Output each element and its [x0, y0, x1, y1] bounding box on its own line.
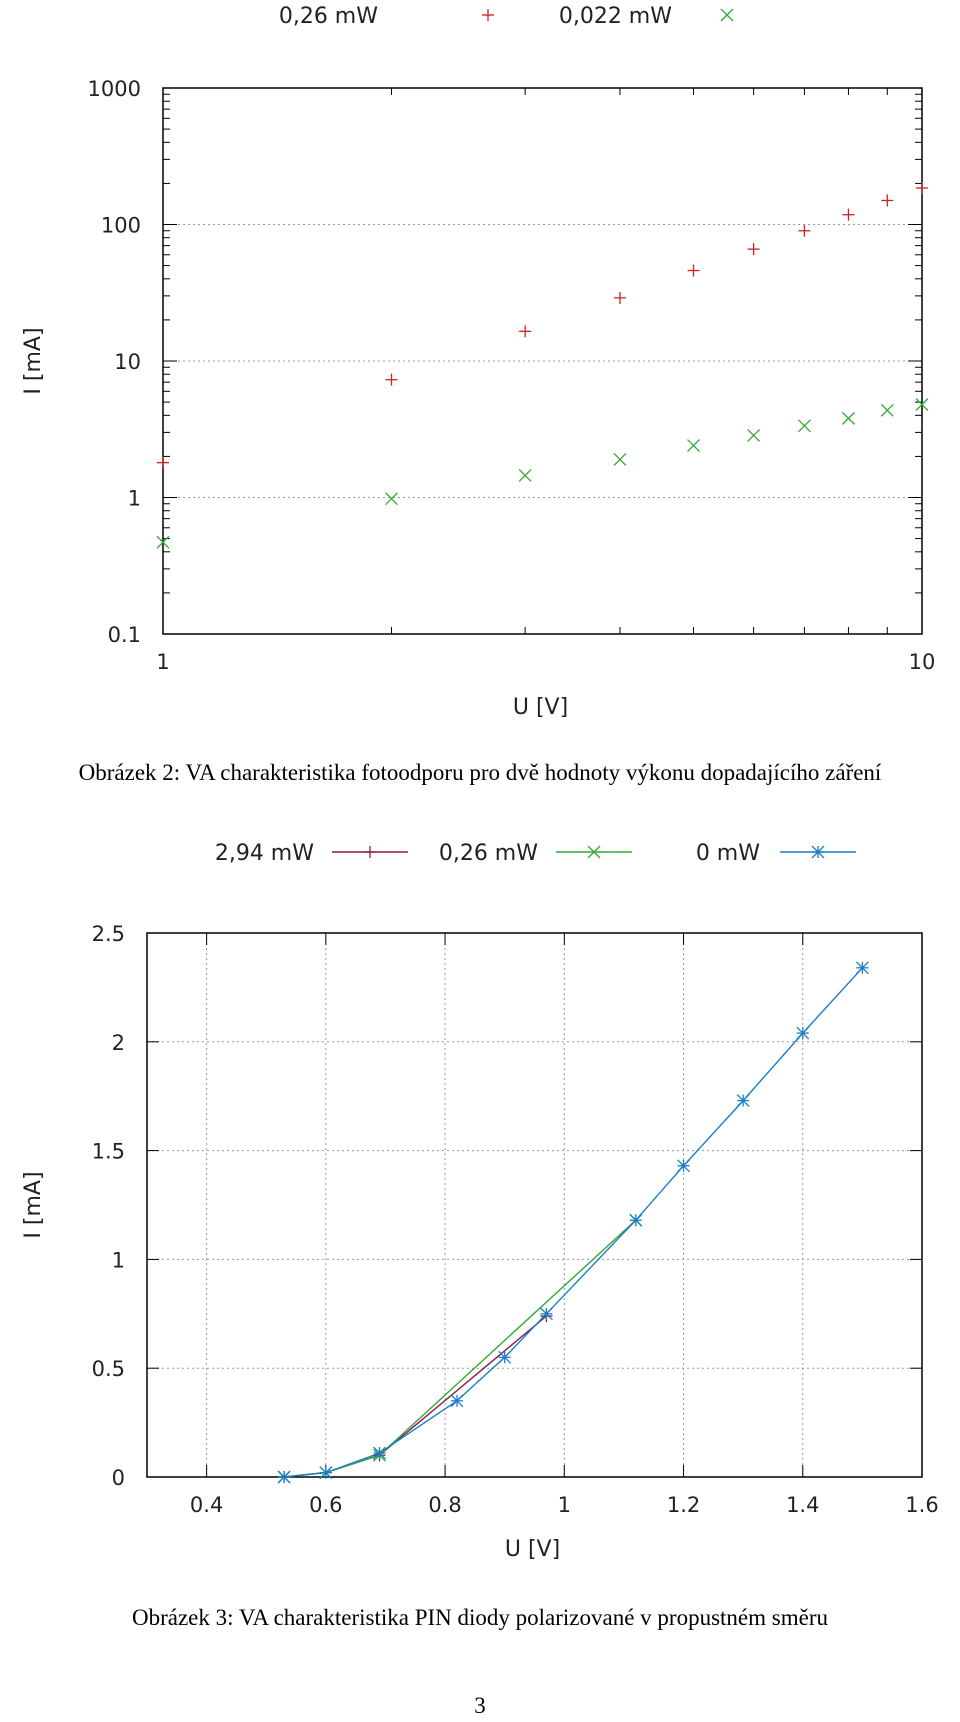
data-point-series-3: [629, 1213, 643, 1227]
data-point-series-1: [842, 208, 855, 221]
x-tick-label: 1.2: [667, 1493, 700, 1517]
y-tick-label: 0: [112, 1466, 125, 1490]
legend-marker: [811, 845, 825, 859]
data-point-series-3: [796, 1026, 810, 1040]
series-line-2: [284, 1219, 637, 1478]
x-tick-label: 10: [909, 650, 936, 674]
chart-2-svg: 0 0.5 1 1.5 2 2.5 0.4 0.6 0.8 1 1.2 1.4 1.6 U [V] I [m…: [21, 841, 939, 1562]
data-point-series-3: [498, 1350, 512, 1364]
x-tick-label: 1.6: [905, 1493, 938, 1517]
y-axis-label: I [mA]: [21, 1171, 46, 1238]
y-tick-label: 0.1: [108, 623, 141, 647]
data-point-series-1: [916, 182, 928, 195]
data-point-series-2: [841, 411, 855, 425]
y-tick-label: 1.5: [92, 1140, 125, 1164]
legend-label: 0,26 mW: [279, 4, 378, 29]
data-point-series-2: [915, 398, 929, 411]
data-point-series-3: [373, 1446, 386, 1460]
data-point-series-2: [613, 452, 627, 466]
legend-label: 2,94 mW: [215, 841, 314, 866]
y-tick-label: 100: [101, 214, 141, 238]
y-tick-label: 0.5: [92, 1357, 125, 1381]
chart-1: 0.1 1 10 100 1000 1 10 U [V] I [mA] 0,26 mW 0,022 …: [0, 0, 960, 740]
data-point-series-1: [385, 373, 398, 386]
y-tick-label: 1: [112, 1248, 125, 1272]
data-point-series-2: [156, 535, 170, 549]
data-point-series-2: [518, 469, 532, 482]
y-tick-label: 2.5: [92, 922, 125, 946]
x-axis-label: U [V]: [513, 695, 568, 720]
chart-1-svg: 0.1 1 10 100 1000 1 10 U [V] I [mA] 0,26 mW 0,022 …: [21, 4, 936, 720]
data-point-series-1: [881, 194, 894, 207]
x-tick-label: 0.6: [309, 1493, 342, 1517]
data-point-series-1: [747, 243, 760, 256]
series-line-3: [284, 967, 863, 1478]
data-point-series-2: [687, 439, 700, 453]
data-point-series-2: [747, 428, 761, 442]
legend-label: 0,26 mW: [439, 841, 538, 866]
data-point-series-2: [385, 492, 398, 506]
data-point-series-3: [277, 1470, 291, 1484]
data-point-series-3: [677, 1159, 690, 1173]
legend-marker: [587, 845, 601, 859]
data-point-series-3: [736, 1094, 750, 1108]
data-point-series-1: [519, 325, 532, 338]
x-tick-label: 1.4: [786, 1493, 819, 1517]
data-point-series-3: [319, 1466, 333, 1480]
y-tick-label: 1000: [88, 77, 141, 101]
y-axis-label: I [mA]: [21, 327, 46, 394]
data-point-series-1: [798, 224, 811, 237]
data-point-series-3: [539, 1307, 553, 1321]
x-axis-label: U [V]: [505, 1537, 560, 1562]
data-point-series-2: [880, 403, 894, 417]
legend-label: 0,022 mW: [559, 4, 672, 29]
y-tick-label: 10: [114, 350, 141, 374]
y-tick-label: 2: [112, 1031, 125, 1055]
x-tick-label: 0.4: [190, 1493, 223, 1517]
x-tick-label: 0.8: [428, 1493, 461, 1517]
legend-marker: [482, 9, 494, 21]
data-point-series-1: [613, 291, 626, 304]
legend-marker: [720, 8, 734, 22]
x-tick-label: 1: [156, 650, 169, 674]
data-point-series-2: [797, 419, 811, 433]
page-number: 3: [474, 1693, 486, 1718]
series-line-1: [284, 1315, 547, 1478]
data-point-series-3: [855, 961, 869, 975]
data-point-series-1: [157, 456, 169, 469]
chart-2: 0 0.5 1 1.5 2 2.5 0.4 0.6 0.8 1 1.2 1.4 1.6 U [V] I [m…: [0, 830, 960, 1590]
data-point-series-3: [450, 1394, 464, 1408]
data-point-series-1: [687, 264, 700, 277]
x-tick-label: 1: [558, 1493, 571, 1517]
legend-label: 0 mW: [696, 841, 760, 866]
figure-2-caption: Obrázek 2: VA charakteristika fotoodporu…: [78, 760, 882, 785]
y-tick-label: 1: [128, 487, 141, 511]
plot-frame: [146, 932, 923, 1478]
figure-3-caption: Obrázek 3: VA charakteristika PIN diody …: [131, 1605, 828, 1630]
plot-frame: [162, 87, 923, 635]
legend-marker: [364, 846, 376, 858]
